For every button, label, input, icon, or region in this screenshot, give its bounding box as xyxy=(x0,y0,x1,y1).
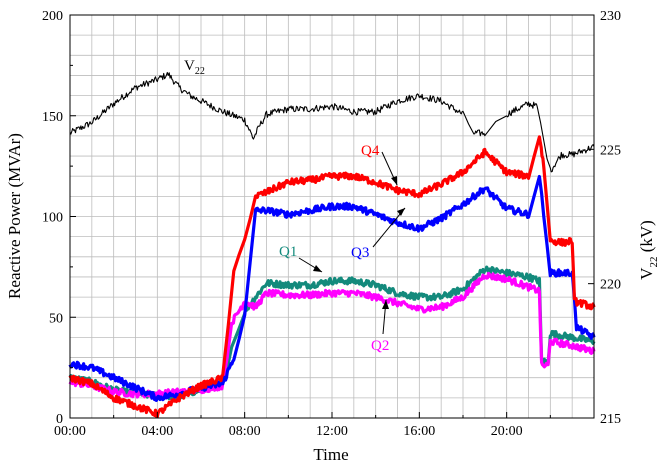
series-line-q2 xyxy=(68,271,596,399)
x-tick-label: 04:00 xyxy=(141,424,173,439)
annotation-q3: Q3 xyxy=(351,245,369,261)
y-tick-label: 150 xyxy=(42,110,63,125)
y2-tick-label: 230 xyxy=(600,9,621,24)
y2-axis-label-sub: 22 xyxy=(648,257,660,268)
annotation-q2: Q2 xyxy=(371,338,389,354)
series-line-v22 xyxy=(69,71,595,173)
y2-axis-label: V22 (kV) xyxy=(637,220,660,280)
arrow-q3 xyxy=(372,207,406,248)
x-tick-label: 16:00 xyxy=(403,424,435,439)
x-tick-label: 12:00 xyxy=(316,424,348,439)
y2-axis-label-unit: (kV) xyxy=(637,220,656,256)
arrowhead-q1 xyxy=(313,265,322,272)
y2-tick-label: 215 xyxy=(600,412,621,427)
arrowhead-q3 xyxy=(397,208,405,216)
y-tick-label: 50 xyxy=(49,311,63,326)
series-line-q4 xyxy=(68,135,596,419)
series-line-q3 xyxy=(68,174,596,402)
series-lines xyxy=(68,71,596,419)
x-tick-label: 20:00 xyxy=(491,424,523,439)
annotation-q4: Q4 xyxy=(361,143,380,159)
x-tick-label: 08:00 xyxy=(229,424,261,439)
series-annotations: V22 Q4 Q3 Q1 Q2 xyxy=(184,58,406,354)
grid-lines xyxy=(70,15,594,418)
axis-ticks: 00:00 04:00 08:00 12:00 16:00 20:00 0 50 100 150 2… xyxy=(42,9,621,439)
annotation-q1: Q1 xyxy=(279,244,297,260)
annotation-v22-main: V xyxy=(184,58,195,74)
y-axis-label: Reactive Power (MVAr) xyxy=(5,133,24,299)
x-tick-label: 00:00 xyxy=(54,424,86,439)
annotation-v22: V22 xyxy=(184,58,205,77)
arrowhead-q2 xyxy=(382,300,389,309)
y2-axis-label-main: V xyxy=(637,267,656,280)
y-tick-label: 0 xyxy=(56,412,63,427)
y-tick-label: 100 xyxy=(42,211,63,226)
y2-tick-label: 225 xyxy=(600,143,621,158)
y2-tick-label: 220 xyxy=(600,278,621,293)
arrowhead-q4 xyxy=(391,176,397,185)
annotation-v22-sub: 22 xyxy=(195,66,205,77)
y-tick-label: 200 xyxy=(42,9,63,24)
x-axis-label: Time xyxy=(313,445,348,464)
